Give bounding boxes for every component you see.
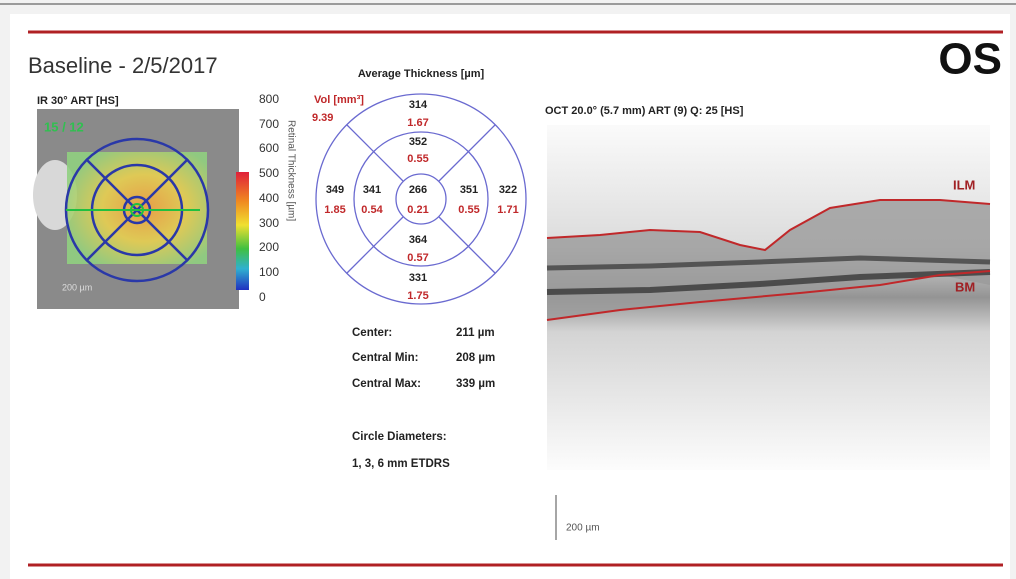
page: {"header": {"title": "Baseline - 2/5/201… [0, 0, 1016, 579]
sector-volume: 0.57 [407, 252, 428, 264]
stat-label: Central Max: [352, 378, 421, 390]
oct-scale: 200 µm [566, 523, 600, 534]
report: Baseline - 2/5/2017 OS IR 30° ART [HS] 1… [0, 0, 1016, 579]
sector-volume: 1.67 [407, 117, 428, 129]
sector-thickness: 364 [409, 234, 428, 246]
colorbar-label: 0 [259, 290, 266, 304]
sector-thickness: 314 [409, 99, 428, 111]
colorbar-label: 800 [259, 92, 279, 106]
sector-volume: 1.71 [497, 204, 518, 216]
ir-overlay: 15 / 12 [44, 119, 84, 134]
sector-volume: 0.55 [458, 204, 479, 216]
ir-label: IR 30° ART [HS] [37, 95, 119, 107]
stat-label: Center: [352, 327, 392, 339]
title: Baseline - 2/5/2017 [28, 53, 218, 78]
ilm-label: ILM [953, 177, 975, 192]
sector-thickness: 352 [409, 136, 427, 148]
sector-thickness: 349 [326, 184, 344, 196]
stat-value: 208 µm [456, 352, 495, 364]
volume-label: Vol [mm³] [314, 94, 364, 106]
sector-volume: 0.54 [361, 204, 383, 216]
stat-value: 339 µm [456, 378, 495, 390]
colorbar-label: 200 [259, 240, 279, 254]
sector-thickness: 351 [460, 184, 478, 196]
colorbar-label: 300 [259, 216, 279, 230]
eye: OS [938, 35, 1002, 84]
colorbar-title: Retinal Thickness [µm] [285, 120, 296, 221]
colorbar-label: 100 [259, 265, 279, 279]
sector-volume: 1.75 [407, 290, 428, 302]
sector-thickness: 266 [409, 184, 427, 196]
volume: 9.39 [312, 112, 333, 124]
sector-volume: 1.85 [324, 204, 345, 216]
sector-thickness: 331 [409, 272, 427, 284]
sector-thickness: 341 [363, 184, 381, 196]
bm-label: BM [955, 279, 975, 294]
colorbar-label: 700 [259, 117, 279, 131]
stat-label: Central Min: [352, 352, 418, 364]
colorbar-labels: 800 700 600 500 400 300 200 100 0 [259, 92, 279, 304]
sector-thickness: 322 [499, 184, 517, 196]
heatmap [67, 152, 207, 264]
map-title: Average Thickness [µm] [358, 68, 485, 80]
oct-label: OCT 20.0° (5.7 mm) ART (9) Q: 25 [HS] [545, 105, 744, 117]
colorbar-label: 400 [259, 191, 279, 205]
circles-value: 1, 3, 6 mm ETDRS [352, 458, 450, 470]
colorbar-label: 500 [259, 166, 279, 180]
stat-value: 211 µm [456, 327, 495, 339]
colorbar-label: 600 [259, 141, 279, 155]
circles-label: Circle Diameters: [352, 431, 447, 443]
ir-scale: 200 µm [62, 282, 92, 292]
colorbar [236, 172, 249, 290]
sector-volume: 0.55 [407, 153, 428, 165]
sector-volume: 0.21 [407, 204, 428, 216]
